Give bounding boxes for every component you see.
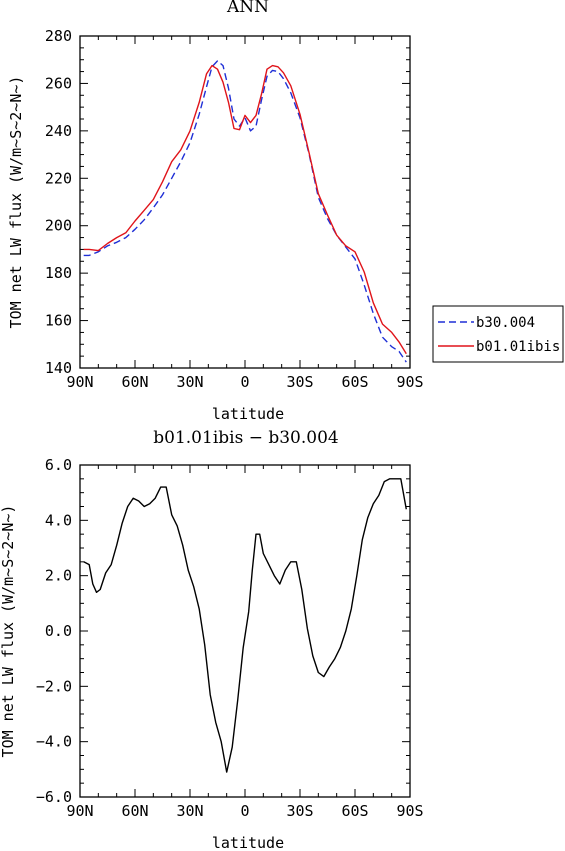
x-tick-label: 60S: [341, 802, 368, 820]
y-axis-title: TOM net LW flux (W/m~S~2~N~): [0, 505, 17, 758]
x-tick-label: 60S: [341, 373, 368, 391]
series-line-b01-01ibis: [83, 64, 407, 355]
series-line-difference: [83, 478, 407, 773]
y-tick-label: 140: [45, 359, 72, 377]
series-lines: [83, 60, 407, 363]
x-tick-label: 30N: [176, 802, 203, 820]
tick-marks: [79, 35, 411, 369]
chart-title: ANN: [226, 0, 269, 17]
x-tick-labels: 90N 60N 30N 0 30S 60S 90S: [66, 373, 423, 391]
y-tick-label: 180: [45, 264, 72, 282]
y-tick-labels: 140 160 180 200 220 240 260 280: [45, 27, 72, 377]
x-axis-title: latitude: [212, 405, 284, 423]
chart-title: b01.01ibis − b30.004: [153, 428, 338, 448]
legend-box: [432, 305, 564, 363]
x-tick-label: 90N: [66, 373, 93, 391]
y-tick-label: 2.0: [45, 567, 72, 585]
y-tick-label: 4.0: [45, 511, 72, 529]
y-tick-label: 0.0: [45, 622, 72, 640]
x-tick-label: 90N: [66, 802, 93, 820]
x-tick-label: 30S: [286, 373, 313, 391]
y-tick-label: 240: [45, 122, 72, 140]
tick-marks: [79, 464, 411, 798]
y-tick-labels: 6.0 4.0 2.0 0.0 −2.0 −4.0 −6.0: [36, 456, 72, 806]
y-tick-label: −6.0: [36, 788, 72, 806]
series-lines: [83, 478, 407, 773]
y-tick-label: −4.0: [36, 733, 72, 751]
x-tick-label: 0: [240, 373, 249, 391]
y-tick-label: −2.0: [36, 677, 72, 695]
x-tick-label: 90S: [396, 373, 423, 391]
legend: b30.004 b01.01ibis: [432, 305, 564, 363]
y-axis-title: TOM net LW flux (W/m~S~2~N~): [7, 76, 25, 329]
y-tick-label: 220: [45, 169, 72, 187]
plot-frame: [79, 35, 411, 369]
plot-frame: [79, 464, 411, 798]
y-tick-label: 6.0: [45, 456, 72, 474]
series-line-b30-004: [83, 60, 407, 363]
y-tick-label: 280: [45, 27, 72, 45]
x-axis-title: latitude: [212, 834, 284, 851]
x-tick-label: 90S: [396, 802, 423, 820]
x-tick-label: 30S: [286, 802, 313, 820]
y-tick-label: 200: [45, 217, 72, 235]
chart-ann: ANN 90N 60N 30N 0 30S 60S 90S 140 160 180 200 220 2…: [7, 0, 424, 423]
x-tick-labels: 90N 60N 30N 0 30S 60S 90S: [66, 802, 423, 820]
legend-label-b01-01ibis: b01.01ibis: [476, 339, 560, 355]
chart-difference: b01.01ibis − b30.004 90N 60N 30N 0 30S 60S 90S…: [0, 428, 424, 851]
x-tick-label: 0: [240, 802, 249, 820]
legend-label-b30-004: b30.004: [476, 315, 535, 331]
x-tick-label: 60N: [121, 802, 148, 820]
y-tick-label: 160: [45, 312, 72, 330]
x-tick-label: 60N: [121, 373, 148, 391]
y-tick-label: 260: [45, 74, 72, 92]
x-tick-label: 30N: [176, 373, 203, 391]
